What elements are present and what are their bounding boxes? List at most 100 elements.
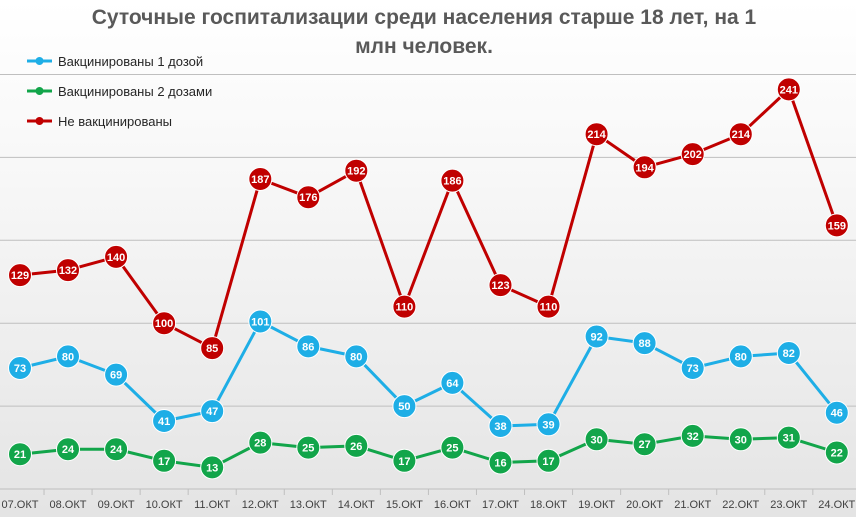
data-point: [296, 334, 321, 359]
x-tick-label: 18.ОКТ: [530, 499, 567, 511]
x-tick-label: 11.ОКТ: [194, 499, 230, 511]
data-label: 80: [350, 351, 362, 363]
data-point: [392, 394, 417, 419]
data-point: [584, 427, 609, 452]
data-label: 69: [110, 370, 122, 382]
x-axis: 07.ОКТ 08.ОКТ 09.ОКТ 10.ОКТ 11.ОКТ 12.ОКТ 13.О…: [2, 489, 856, 511]
series-group: 73 80 69 41 47 101 86 80 50 64 38 39 92 88 73 80 82 46: [8, 309, 849, 438]
data-label: 24: [110, 444, 123, 456]
x-tick-label: 14.ОКТ: [338, 499, 375, 511]
legend-entry: Не вакцинированы: [27, 114, 172, 129]
data-label: 22: [831, 448, 843, 460]
data-label: 187: [251, 174, 269, 186]
data-label: 85: [206, 343, 218, 355]
x-tick-label: 12.ОКТ: [242, 499, 279, 511]
data-label: 214: [732, 129, 751, 141]
data-point: [824, 400, 849, 425]
data-point: [632, 331, 657, 356]
data-label: 47: [206, 406, 218, 418]
data-point: [296, 435, 321, 460]
data-label: 176: [299, 192, 317, 204]
data-point: [728, 344, 753, 369]
data-point: [680, 423, 705, 448]
data-point: [632, 432, 657, 457]
series-group: 21 24 24 17 13 28 25 26 17 25 16 17 30 27 32 30 31 22: [8, 423, 849, 480]
x-tick-label: 15.ОКТ: [386, 499, 423, 511]
data-point: [344, 433, 369, 458]
data-label: 132: [59, 265, 77, 277]
data-point: [632, 155, 657, 180]
x-tick-label: 21.ОКТ: [674, 499, 711, 511]
data-label: 17: [158, 456, 170, 468]
data-point: [8, 356, 32, 380]
x-tick-label: 19.ОКТ: [578, 499, 615, 511]
data-label: 25: [302, 443, 314, 455]
x-tick-label: 09.ОКТ: [98, 499, 135, 511]
data-label: 123: [491, 280, 509, 292]
x-tick-label: 17.ОКТ: [482, 499, 519, 511]
data-point: [824, 213, 849, 238]
legend-entry: Вакцинированы 1 дозой: [27, 54, 203, 69]
data-point: [440, 168, 465, 193]
data-label: 110: [396, 302, 414, 314]
data-point: [776, 425, 801, 450]
data-label: 92: [590, 332, 602, 344]
data-label: 28: [254, 438, 266, 450]
data-label: 100: [155, 318, 173, 330]
x-tick-label: 16.ОКТ: [434, 499, 471, 511]
data-label: 31: [783, 433, 795, 445]
data-point: [728, 427, 753, 452]
x-tick-label: 08.ОКТ: [50, 499, 87, 511]
x-tick-label: 20.ОКТ: [626, 499, 663, 511]
data-point: [776, 77, 801, 102]
data-label: 73: [687, 363, 699, 375]
legend-marker-swatch: [35, 117, 44, 125]
data-label: 192: [347, 166, 365, 178]
data-point: [344, 158, 369, 183]
legend-label: Вакцинированы 1 дозой: [58, 54, 203, 69]
data-point: [440, 370, 465, 395]
data-label: 88: [638, 338, 650, 350]
x-tick-label: 24.ОКТ: [818, 499, 855, 511]
data-point: [152, 409, 177, 433]
data-label: 46: [831, 408, 843, 420]
data-point: [200, 455, 225, 480]
data-label: 30: [735, 434, 747, 446]
data-point: [344, 344, 369, 369]
data-point: [8, 442, 32, 467]
data-point: [248, 167, 273, 191]
data-point: [248, 309, 273, 334]
data-point: [104, 244, 129, 269]
data-label: 16: [494, 458, 506, 470]
data-point: [392, 448, 417, 473]
data-point: [680, 142, 705, 167]
data-point: [200, 399, 225, 424]
data-point: [776, 341, 801, 365]
data-label: 24: [62, 444, 75, 456]
data-label: 159: [828, 220, 846, 232]
data-label: 50: [398, 401, 410, 413]
data-label: 202: [684, 149, 702, 161]
data-point: [56, 437, 80, 462]
data-point: [536, 448, 561, 473]
data-label: 80: [735, 351, 747, 363]
data-point: [392, 294, 417, 319]
data-label: 186: [443, 176, 461, 188]
data-label: 32: [687, 431, 699, 443]
data-label: 17: [542, 456, 554, 468]
chart-title: Суточные госпитализации среди населения …: [92, 6, 757, 58]
data-label: 214: [587, 129, 606, 141]
data-point: [584, 122, 609, 147]
data-label: 38: [494, 421, 506, 433]
data-label: 39: [542, 419, 554, 431]
data-point: [8, 263, 32, 288]
data-point: [200, 336, 225, 361]
data-label: 194: [635, 162, 654, 174]
data-label: 101: [251, 317, 269, 329]
legend-label: Вакцинированы 2 дозами: [58, 84, 212, 99]
x-tick-label: 22.ОКТ: [722, 499, 759, 511]
data-label: 241: [780, 84, 798, 96]
data-point: [728, 122, 753, 147]
data-point: [296, 185, 321, 210]
